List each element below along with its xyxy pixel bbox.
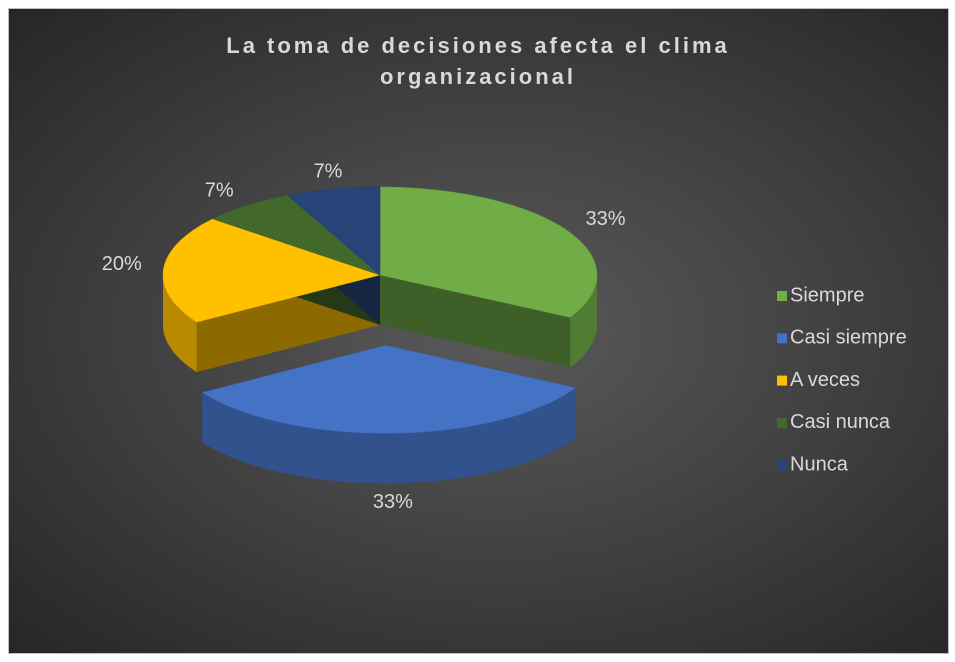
legend-swatch — [777, 375, 787, 386]
legend-label: Siempre — [790, 284, 864, 306]
slice-outer-wall — [202, 387, 576, 484]
data-label: 33% — [585, 208, 625, 230]
data-label: 20% — [102, 253, 142, 275]
data-label: 7% — [313, 161, 342, 183]
slice-outer-wall — [570, 275, 597, 368]
legend-swatch — [777, 291, 787, 301]
legend-label: Casi nunca — [790, 411, 891, 433]
data-label: 7% — [205, 179, 234, 201]
legend-label: A veces — [790, 369, 860, 391]
slice-radial-face — [380, 275, 571, 368]
pie-slice — [379, 186, 598, 318]
pie-slice — [287, 186, 381, 276]
pie-slice — [212, 195, 381, 276]
chart-title: La toma de decisiones afecta el clima or… — [226, 33, 730, 89]
slice-sides — [380, 275, 597, 368]
legend-label: Casi siempre — [790, 327, 907, 349]
legend-swatch — [777, 333, 787, 344]
legend-label: Nunca — [790, 453, 849, 475]
pie-slice — [162, 218, 381, 323]
data-label: 33% — [373, 491, 413, 513]
legend-swatch — [777, 460, 787, 471]
legend-swatch — [777, 417, 787, 428]
pie-slice — [201, 345, 577, 434]
